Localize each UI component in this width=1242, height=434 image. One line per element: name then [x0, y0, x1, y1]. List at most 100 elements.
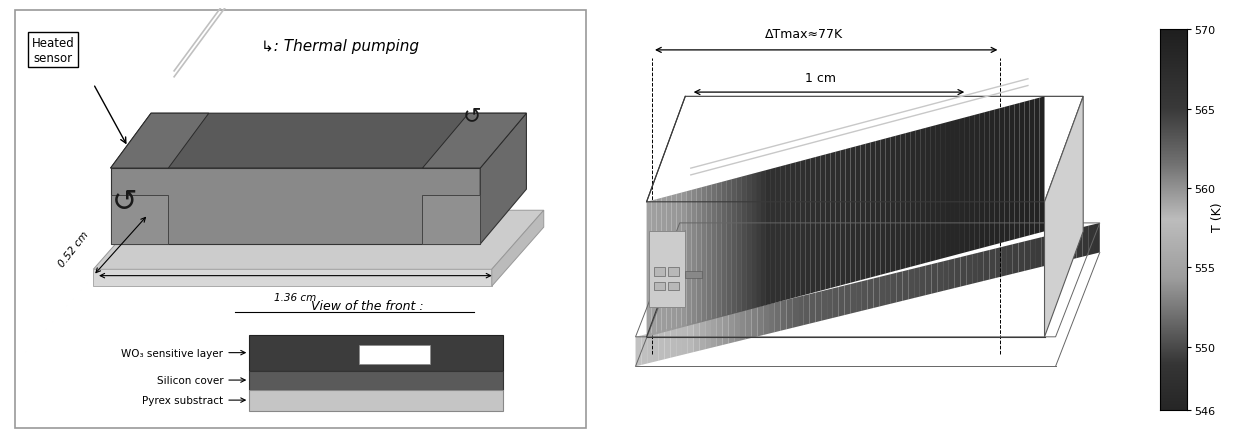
- Polygon shape: [1040, 97, 1045, 233]
- Polygon shape: [972, 253, 977, 284]
- Bar: [653, 268, 664, 276]
- Polygon shape: [1082, 226, 1088, 257]
- Polygon shape: [833, 287, 838, 318]
- Polygon shape: [758, 306, 763, 337]
- Polygon shape: [1005, 106, 1010, 242]
- Polygon shape: [781, 300, 786, 331]
- Text: ↺: ↺: [462, 106, 481, 126]
- Polygon shape: [799, 296, 804, 327]
- Polygon shape: [806, 159, 811, 295]
- Polygon shape: [903, 270, 908, 301]
- Polygon shape: [801, 160, 806, 296]
- Polygon shape: [955, 257, 960, 288]
- Polygon shape: [658, 330, 664, 361]
- Polygon shape: [1010, 105, 1015, 241]
- Text: Silicon cover: Silicon cover: [156, 375, 224, 385]
- Polygon shape: [111, 114, 209, 169]
- Bar: [668, 283, 678, 291]
- Polygon shape: [756, 172, 761, 308]
- Polygon shape: [925, 127, 930, 263]
- Text: Pyrex substract: Pyrex substract: [142, 395, 224, 405]
- Polygon shape: [1015, 104, 1020, 240]
- Polygon shape: [1012, 243, 1018, 274]
- Polygon shape: [664, 329, 671, 359]
- Polygon shape: [910, 132, 915, 267]
- Polygon shape: [1042, 236, 1047, 267]
- Polygon shape: [682, 192, 687, 328]
- Polygon shape: [1030, 100, 1035, 236]
- Polygon shape: [845, 284, 851, 316]
- Polygon shape: [851, 147, 856, 283]
- Polygon shape: [1088, 225, 1094, 256]
- Polygon shape: [647, 333, 653, 364]
- Polygon shape: [1035, 99, 1040, 234]
- Polygon shape: [761, 171, 766, 307]
- Polygon shape: [873, 277, 879, 308]
- Polygon shape: [930, 126, 935, 262]
- Polygon shape: [960, 256, 966, 287]
- Polygon shape: [1001, 246, 1007, 277]
- Polygon shape: [821, 290, 827, 321]
- Polygon shape: [1077, 228, 1082, 259]
- Bar: [650, 232, 686, 308]
- Polygon shape: [895, 135, 900, 271]
- Polygon shape: [699, 320, 705, 351]
- Polygon shape: [751, 307, 758, 338]
- Polygon shape: [995, 109, 1000, 245]
- Polygon shape: [838, 286, 845, 317]
- Polygon shape: [737, 178, 741, 313]
- Polygon shape: [723, 314, 728, 345]
- Polygon shape: [826, 154, 831, 289]
- Polygon shape: [966, 255, 972, 286]
- Polygon shape: [965, 117, 970, 253]
- Polygon shape: [1094, 224, 1100, 254]
- Polygon shape: [975, 114, 980, 250]
- Polygon shape: [977, 252, 984, 283]
- Polygon shape: [861, 145, 866, 280]
- Polygon shape: [940, 123, 945, 260]
- Polygon shape: [111, 169, 481, 244]
- Polygon shape: [1059, 232, 1064, 263]
- Polygon shape: [734, 312, 740, 342]
- Polygon shape: [879, 276, 886, 307]
- Polygon shape: [792, 297, 799, 328]
- Polygon shape: [851, 283, 856, 314]
- Polygon shape: [717, 316, 723, 347]
- Polygon shape: [781, 165, 786, 302]
- Polygon shape: [1045, 97, 1083, 337]
- Polygon shape: [886, 138, 891, 274]
- Bar: [250, 390, 503, 411]
- Polygon shape: [688, 323, 693, 354]
- Text: 0.52 cm: 0.52 cm: [56, 229, 91, 268]
- Polygon shape: [949, 259, 955, 290]
- Polygon shape: [786, 299, 792, 329]
- Polygon shape: [671, 327, 676, 358]
- Polygon shape: [740, 310, 745, 341]
- Text: ΔTmax≈77K: ΔTmax≈77K: [765, 27, 843, 40]
- Polygon shape: [1025, 101, 1030, 237]
- Polygon shape: [763, 304, 769, 335]
- Polygon shape: [702, 187, 707, 322]
- Polygon shape: [766, 169, 771, 306]
- Polygon shape: [980, 113, 985, 249]
- Text: 1.36 cm: 1.36 cm: [274, 292, 317, 302]
- Polygon shape: [791, 163, 796, 299]
- Bar: [668, 268, 678, 276]
- Polygon shape: [1071, 229, 1077, 260]
- Polygon shape: [745, 309, 751, 339]
- Polygon shape: [935, 125, 940, 261]
- Polygon shape: [672, 194, 677, 330]
- Polygon shape: [943, 260, 949, 291]
- Bar: [686, 271, 702, 279]
- Polygon shape: [810, 293, 816, 324]
- Polygon shape: [707, 185, 712, 321]
- Polygon shape: [746, 175, 751, 311]
- Polygon shape: [676, 326, 682, 357]
- Polygon shape: [821, 155, 826, 291]
- Polygon shape: [932, 263, 938, 294]
- Polygon shape: [985, 112, 990, 247]
- Polygon shape: [960, 118, 965, 254]
- Polygon shape: [1053, 233, 1059, 264]
- Bar: [653, 283, 664, 291]
- Polygon shape: [816, 292, 821, 322]
